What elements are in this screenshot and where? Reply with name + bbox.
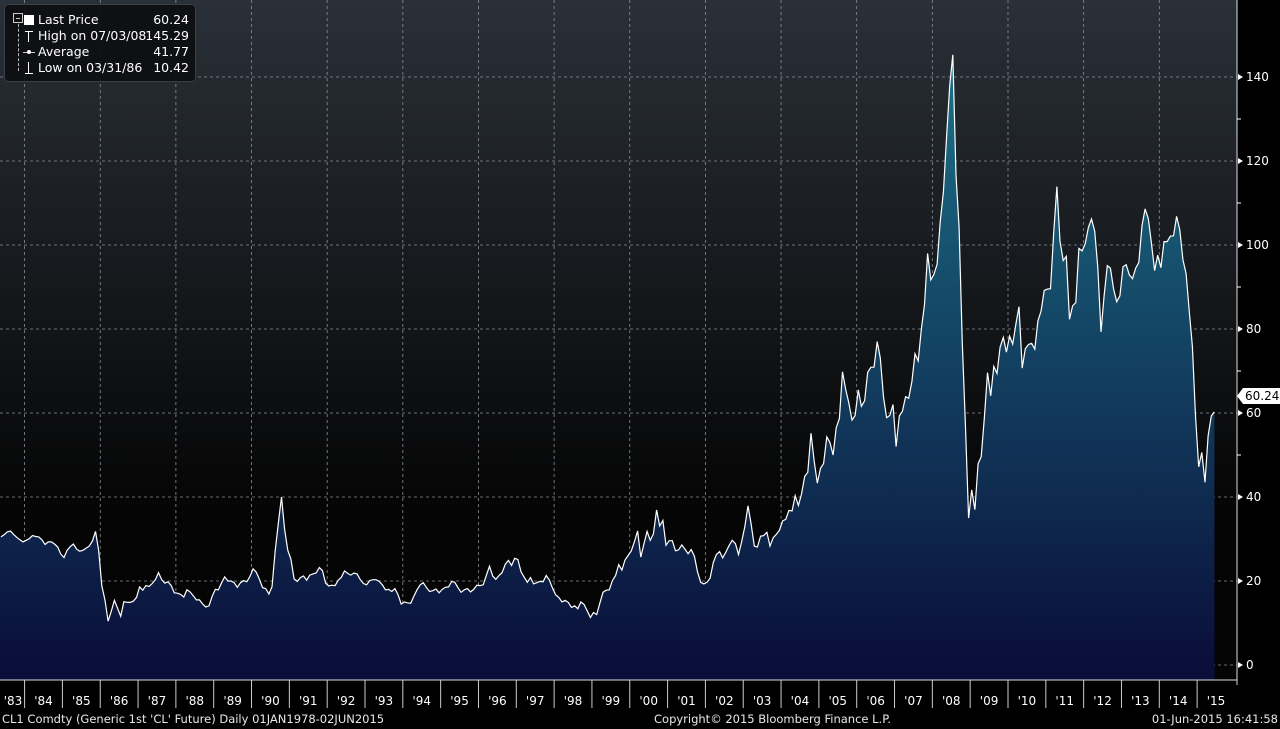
y-tick-mark xyxy=(1238,410,1243,416)
x-tick-label: '12 xyxy=(1093,694,1112,708)
legend-tree-line xyxy=(18,19,20,71)
x-tick-label: '14 xyxy=(1168,694,1188,708)
x-tick-label: '96 xyxy=(488,694,507,708)
y-tick-mark xyxy=(1238,494,1243,500)
last-price-marker: 60.24 xyxy=(1236,388,1280,404)
x-tick-label: '10 xyxy=(1017,694,1037,708)
y-tick-label: 100 xyxy=(1246,238,1269,252)
y-tick-mark xyxy=(1238,242,1243,248)
x-tick-label: '83 xyxy=(3,694,23,708)
y-tick-mark xyxy=(1238,74,1243,80)
x-tick-label: '84 xyxy=(34,694,53,708)
x-tick-label: '02 xyxy=(715,694,734,708)
legend[interactable]: Last Price 60.24 High on 07/03/08 145.29… xyxy=(4,4,196,82)
x-tick-label: '85 xyxy=(72,694,91,708)
x-tick-label: '08 xyxy=(941,694,961,708)
footer-copyright: Copyright© 2015 Bloomberg Finance L.P. xyxy=(654,712,891,726)
legend-value: 145.29 xyxy=(145,28,189,43)
y-tick-label: 80 xyxy=(1246,322,1262,336)
x-tick-label: '90 xyxy=(261,694,280,708)
x-tick-label: '15 xyxy=(1206,694,1226,708)
legend-value: 41.77 xyxy=(153,44,189,59)
legend-label: Low on 03/31/86 xyxy=(38,60,143,75)
x-axis-ticks xyxy=(24,680,1198,708)
footer-security-description: CL1 Comdty (Generic 1st 'CL' Future) Dai… xyxy=(2,712,385,726)
x-tick-label: '09 xyxy=(979,694,999,708)
y-tick-mark xyxy=(1238,158,1243,164)
x-tick-label: '05 xyxy=(828,694,848,708)
price-line xyxy=(0,54,1215,622)
y-axis-ticks xyxy=(1237,74,1243,668)
x-tick-label: '92 xyxy=(336,694,356,708)
x-tick-label: '00 xyxy=(639,694,658,708)
y-tick-label: 40 xyxy=(1246,490,1262,504)
x-tick-label: '89 xyxy=(223,694,242,708)
x-tick-label: '01 xyxy=(677,694,696,708)
x-tick-label: '04 xyxy=(790,694,810,708)
y-tick-label: 60 xyxy=(1246,406,1262,420)
footer-timestamp: 01-Jun-2015 16:41:58 xyxy=(1151,712,1278,726)
low-marker-icon xyxy=(23,60,35,76)
legend-label: Last Price xyxy=(38,12,99,27)
y-tick-label: 20 xyxy=(1246,574,1262,588)
x-tick-label: '99 xyxy=(601,694,621,708)
legend-label: Average xyxy=(38,44,90,59)
y-tick-mark xyxy=(1238,578,1243,584)
x-tick-label: '87 xyxy=(147,694,167,708)
legend-value: 60.24 xyxy=(153,12,189,27)
x-tick-label: '03 xyxy=(752,694,772,708)
x-tick-label: '95 xyxy=(450,694,469,708)
x-tick-label: '94 xyxy=(412,694,432,708)
x-tick-label: '11 xyxy=(1055,694,1075,708)
y-tick-mark xyxy=(1238,662,1243,668)
legend-item-high[interactable]: High on 07/03/08 145.29 xyxy=(5,28,195,44)
white-square-icon xyxy=(23,12,35,28)
legend-item-last-price[interactable]: Last Price 60.24 xyxy=(5,12,195,28)
y-tick-label: 140 xyxy=(1246,70,1269,84)
x-tick-label: '13 xyxy=(1131,694,1150,708)
x-tick-label: '86 xyxy=(109,694,129,708)
y-tick-label: 0 xyxy=(1246,658,1254,672)
legend-item-average[interactable]: Average 41.77 xyxy=(5,44,195,60)
average-marker-icon xyxy=(23,44,35,60)
legend-value: 10.42 xyxy=(153,60,189,75)
y-tick-mark xyxy=(1238,326,1243,332)
legend-label: High on 07/03/08 xyxy=(38,28,147,43)
x-tick-label: '06 xyxy=(866,694,885,708)
high-marker-icon xyxy=(23,28,35,44)
x-tick-label: '93 xyxy=(374,694,394,708)
minus-box-icon[interactable] xyxy=(13,13,23,23)
price-area-fill xyxy=(0,54,1215,681)
x-tick-label: '98 xyxy=(563,694,583,708)
x-tick-label: '88 xyxy=(185,694,205,708)
legend-item-low[interactable]: Low on 03/31/86 10.42 xyxy=(5,60,195,76)
x-tick-label: '07 xyxy=(904,694,923,708)
x-tick-label: '97 xyxy=(525,694,545,708)
y-tick-label: 120 xyxy=(1246,154,1269,168)
x-tick-label: '91 xyxy=(298,694,318,708)
